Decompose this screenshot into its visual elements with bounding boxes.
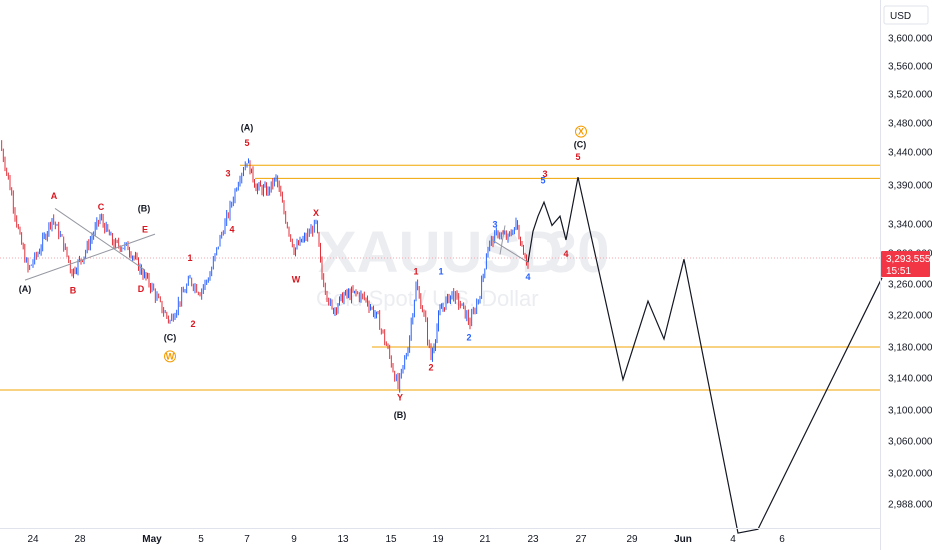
time-scale[interactable]: 24 28 May 5 7 9 13 15 19 21 23 27 29 Jun 4 6 bbox=[0, 528, 880, 546]
wave-label: W bbox=[166, 351, 175, 361]
x-tick-label: 23 bbox=[527, 534, 539, 545]
wave-label: (A) bbox=[241, 122, 254, 132]
x-tick-label: 28 bbox=[74, 534, 86, 545]
wave-label: Y bbox=[397, 392, 403, 402]
wave-label: (A) bbox=[19, 284, 32, 294]
symbol-watermark: XAUUSD 30 Gold Spot / U.S. Dollar bbox=[316, 220, 610, 311]
x-tick-label: 13 bbox=[337, 534, 349, 545]
wave-label: 5 bbox=[575, 152, 580, 162]
wave-label: B bbox=[70, 285, 77, 295]
triangle-upper-line bbox=[491, 239, 529, 263]
wave-label: X bbox=[313, 208, 319, 218]
price-scale[interactable]: USD 3,600.000 3,560.000 3,520.000 3,480.000… bbox=[880, 0, 932, 550]
watermark-description: Gold Spot / U.S. Dollar bbox=[316, 286, 539, 311]
wave-label: D bbox=[138, 284, 145, 294]
x-axis-ticks: 24 28 May 5 7 9 13 15 19 21 23 27 29 Jun 4 6 bbox=[27, 534, 785, 545]
wave-label: (C) bbox=[164, 333, 177, 343]
wave-label: (C) bbox=[574, 140, 587, 150]
y-tick-label: 3,340.000 bbox=[888, 220, 932, 231]
wave-label: 2 bbox=[428, 362, 433, 372]
last-price-value: 3,293.555 bbox=[886, 254, 931, 265]
x-tick-label: 9 bbox=[291, 534, 297, 545]
wave-label: (B) bbox=[394, 410, 407, 420]
wave-label: E bbox=[142, 225, 148, 235]
x-tick-label: 29 bbox=[626, 534, 638, 545]
wave-label: 1 bbox=[413, 267, 418, 277]
y-tick-label: 3,480.000 bbox=[888, 119, 932, 130]
y-tick-label: 3,560.000 bbox=[888, 62, 932, 73]
y-tick-label: 3,100.000 bbox=[888, 406, 932, 417]
x-tick-label: 24 bbox=[27, 534, 39, 545]
y-tick-label: 2,988.000 bbox=[888, 500, 932, 511]
wave-label: 3 bbox=[492, 220, 497, 230]
wave-label: 5 bbox=[540, 176, 545, 186]
projection-path bbox=[527, 176, 883, 534]
wave-label: X bbox=[578, 127, 584, 137]
y-axis-ticks: 3,600.000 3,560.000 3,520.000 3,480.000 3,44… bbox=[888, 34, 932, 511]
y-tick-label: 3,060.000 bbox=[888, 437, 932, 448]
x-tick-label: 4 bbox=[730, 534, 736, 545]
currency-label: USD bbox=[890, 11, 911, 22]
wave-label: 2 bbox=[190, 319, 195, 329]
plot-area: (A)ABCDE(B)(C)W12345(A)XW12Y(B)12343545(… bbox=[0, 122, 883, 534]
y-tick-label: 3,440.000 bbox=[888, 148, 932, 159]
watermark-symbol: XAUUSD bbox=[318, 220, 563, 285]
wave-label: 1 bbox=[438, 267, 443, 277]
x-tick-label: 15 bbox=[385, 534, 397, 545]
y-tick-label: 3,140.000 bbox=[888, 374, 932, 385]
x-tick-label: May bbox=[142, 534, 162, 545]
x-tick-label: 6 bbox=[779, 534, 785, 545]
triangle-lower-line bbox=[499, 225, 506, 255]
y-tick-label: 3,260.000 bbox=[888, 280, 932, 291]
y-tick-label: 3,180.000 bbox=[888, 343, 932, 354]
x-tick-label: 7 bbox=[244, 534, 250, 545]
currency-box[interactable] bbox=[883, 5, 929, 25]
triangle-upper-line bbox=[24, 233, 156, 281]
x-tick-label: 27 bbox=[575, 534, 587, 545]
wave-label: 1 bbox=[187, 253, 192, 263]
triangle-lower-line bbox=[54, 207, 146, 271]
y-tick-label: 3,390.000 bbox=[888, 181, 932, 192]
y-tick-label: 3,520.000 bbox=[888, 90, 932, 101]
wave-label: 4 bbox=[563, 249, 568, 259]
wave-label: 4 bbox=[525, 272, 530, 282]
x-tick-label: 19 bbox=[432, 534, 444, 545]
y-tick-label: 3,600.000 bbox=[888, 34, 932, 45]
x-tick-label: Jun bbox=[674, 534, 692, 545]
x-tick-label: 21 bbox=[479, 534, 491, 545]
wave-label: C bbox=[98, 202, 105, 212]
wave-label: 3 bbox=[225, 168, 230, 178]
wave-label: 3 bbox=[542, 169, 547, 179]
y-tick-label: 3,220.000 bbox=[888, 311, 932, 322]
wave-label: A bbox=[51, 191, 58, 201]
wave-circle-marker bbox=[164, 350, 176, 363]
x-tick-label: 5 bbox=[198, 534, 204, 545]
wave-label: W bbox=[292, 274, 301, 284]
wave-circle-marker bbox=[575, 125, 587, 138]
wave-label: 5 bbox=[244, 138, 249, 148]
bar-countdown: 15:51 bbox=[886, 266, 911, 277]
watermark-interval: 30 bbox=[545, 220, 610, 285]
y-tick-label: 3,020.000 bbox=[888, 469, 932, 480]
price-tag-box bbox=[881, 250, 930, 277]
wave-label: 4 bbox=[229, 225, 234, 235]
wave-label: 2 bbox=[466, 333, 471, 343]
wave-label: (B) bbox=[138, 204, 151, 214]
